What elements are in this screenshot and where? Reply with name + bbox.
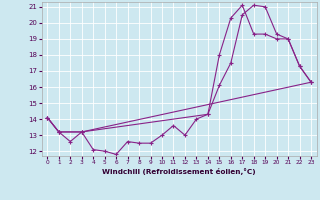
X-axis label: Windchill (Refroidissement éolien,°C): Windchill (Refroidissement éolien,°C) <box>102 168 256 175</box>
